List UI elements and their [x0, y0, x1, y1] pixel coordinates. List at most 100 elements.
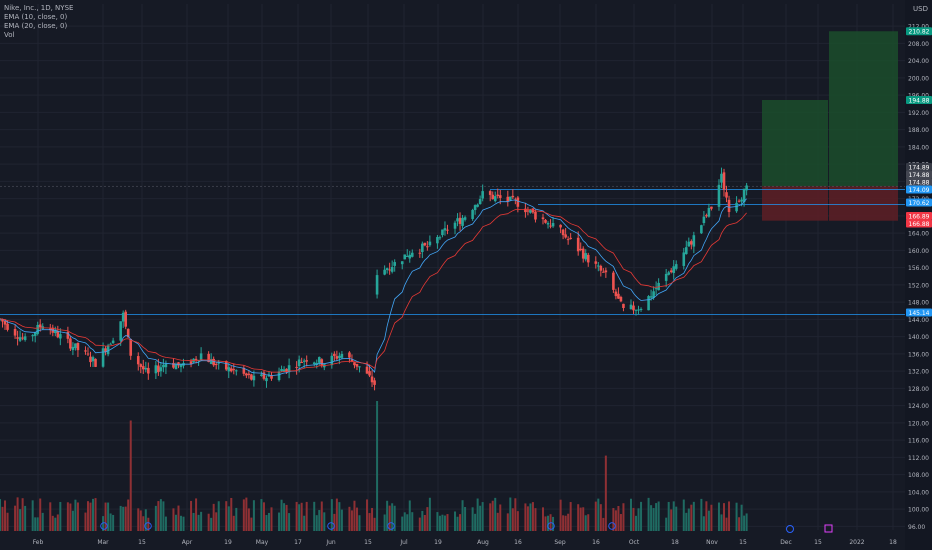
candle-body: [506, 196, 510, 202]
volume-bar: [212, 503, 215, 531]
volume-bar: [159, 499, 162, 531]
candle-body: [353, 362, 356, 366]
volume-bar: [388, 505, 391, 531]
volume-bar: [94, 498, 97, 531]
candle-body: [534, 211, 537, 220]
price-badge-label: 145.14: [909, 310, 930, 317]
volume-bar: [298, 504, 301, 531]
candle-body: [302, 360, 306, 362]
price-axis[interactable]: 96.00 100.00 104.00 108.00 112.00 116.00 120.0…: [905, 0, 932, 550]
candle-body: [13, 328, 17, 336]
volume-bar: [459, 514, 462, 531]
volume-bar: [355, 507, 358, 531]
time-tick-label: 16: [592, 539, 600, 546]
volume-bar: [652, 508, 655, 531]
candle-body: [383, 269, 386, 275]
candle-body: [330, 355, 334, 366]
candle-body: [270, 375, 273, 379]
volume-bar: [526, 506, 529, 531]
candle-body: [740, 199, 743, 202]
volume-bar: [740, 504, 743, 531]
candle-body: [436, 237, 439, 244]
candle-body: [6, 323, 9, 330]
volume-bar: [710, 504, 713, 531]
volume-bar: [446, 514, 449, 531]
candle-body: [594, 261, 598, 264]
volume-bar: [687, 508, 690, 531]
candle-body: [727, 199, 731, 212]
volume-bar: [629, 498, 632, 531]
time-tick-label: Oct: [629, 539, 640, 546]
time-tick-label: Aug: [477, 539, 489, 546]
volume-bar: [318, 510, 321, 531]
candle-body: [348, 352, 351, 358]
volume-bar: [426, 507, 429, 531]
candle-body: [526, 210, 530, 212]
candle-body: [172, 362, 175, 368]
volume-bar: [474, 513, 477, 531]
candle-body: [390, 267, 394, 272]
candle-body: [242, 367, 246, 374]
volume-bar: [323, 512, 326, 531]
candle-body: [481, 191, 484, 199]
volume-bar: [182, 516, 185, 531]
volume-bar: [587, 514, 590, 531]
candle-body: [405, 256, 409, 258]
candle-body: [300, 362, 303, 364]
volume-bar: [743, 515, 746, 531]
volume-bar: [461, 500, 464, 531]
price-tick-label: 184.00: [908, 144, 929, 151]
position-zones[interactable]: [762, 31, 898, 221]
candle-body: [672, 266, 676, 273]
candle-body: [408, 254, 412, 259]
time-tick-label: Sep: [554, 539, 566, 546]
volume-bar: [635, 515, 638, 531]
candle-body: [86, 353, 90, 355]
candle-body: [667, 272, 670, 275]
volume-bar: [144, 509, 147, 531]
volume-bar: [542, 507, 544, 531]
volume-bar: [109, 513, 112, 531]
volume-bar: [745, 513, 748, 531]
candle-body: [287, 365, 291, 373]
candle-body: [174, 364, 178, 370]
time-tick-label: Dec: [780, 539, 792, 546]
long-position-2-stop-zone: [829, 186, 898, 221]
volume-bar: [516, 511, 519, 531]
candle-body: [217, 362, 221, 364]
volume-bar: [340, 509, 343, 531]
time-tick-label: Apr: [182, 539, 193, 546]
volume-bar: [129, 420, 132, 531]
time-axis[interactable]: Feb Mar 15 Apr 19 May 17 Jun 15 Jul 19 Aug 16 Sep 16 Oc…: [33, 539, 897, 546]
volume-bar: [524, 503, 527, 531]
candle-body: [564, 234, 567, 238]
price-tick-label: 212.00: [908, 24, 929, 31]
candle-body: [735, 202, 738, 212]
volume-bar: [599, 504, 602, 531]
volume-bar: [104, 502, 107, 531]
volume-bar: [705, 501, 708, 531]
candle-body: [71, 346, 75, 351]
volume-bar: [499, 504, 502, 531]
volume-bar: [582, 507, 585, 531]
time-tick-label: 15: [138, 539, 146, 546]
candle-body: [177, 362, 180, 366]
price-badge: [906, 219, 932, 228]
volume-bar: [496, 512, 499, 531]
event-markers[interactable]: [100, 522, 833, 533]
candle-body: [674, 264, 678, 269]
volume-bar: [594, 501, 597, 531]
volume-bar: [335, 498, 338, 531]
volume-bar: [386, 500, 389, 531]
candle-body: [315, 362, 319, 365]
volume-bar: [577, 504, 580, 531]
volume-bar: [338, 502, 341, 531]
currency-label: USD: [913, 5, 928, 13]
price-badge: [906, 170, 932, 179]
candle-body: [358, 366, 361, 368]
candle-body: [189, 361, 193, 365]
time-tick-label: Mar: [97, 539, 109, 546]
candle-body: [421, 243, 424, 253]
horizontal-lines[interactable]: [0, 185, 905, 315]
